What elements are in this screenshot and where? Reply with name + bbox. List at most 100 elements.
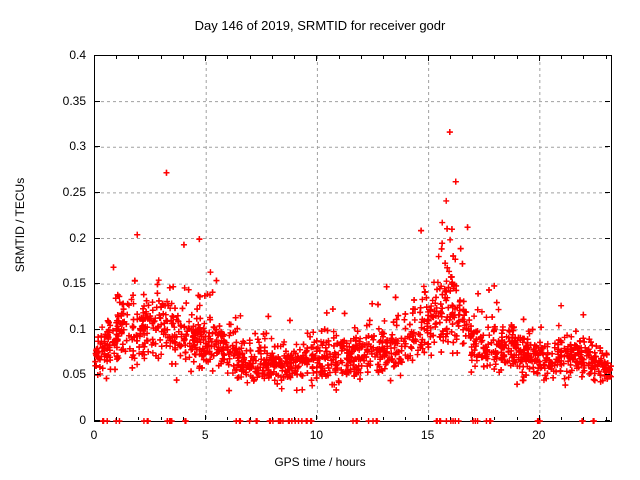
data-point — [307, 333, 314, 340]
data-point — [557, 348, 564, 355]
data-point — [182, 342, 189, 349]
x-tick-minor-top — [605, 56, 607, 59]
y-tick-major — [95, 374, 100, 376]
data-point — [199, 364, 205, 371]
data-point — [601, 359, 608, 366]
x-tick-major — [94, 415, 95, 420]
x-tick-minor-top — [138, 56, 140, 59]
data-point — [149, 307, 156, 314]
data-point — [397, 356, 404, 363]
data-point — [285, 366, 292, 373]
data-point — [201, 320, 208, 327]
data-point — [438, 349, 445, 356]
data-point — [493, 299, 500, 306]
data-point — [241, 340, 248, 347]
scatter-series-srmtid — [92, 129, 614, 424]
y-tick-major — [605, 100, 610, 102]
data-point — [128, 296, 135, 303]
y-tick-major — [605, 146, 610, 148]
data-point — [570, 347, 577, 354]
data-point — [534, 357, 541, 364]
data-point — [581, 362, 588, 369]
data-point — [338, 366, 345, 373]
data-point — [440, 337, 447, 344]
data-point — [449, 350, 456, 357]
data-point — [175, 318, 182, 325]
y-tick-major — [605, 55, 610, 56]
data-point — [585, 362, 592, 369]
data-point — [591, 377, 598, 384]
data-point — [209, 330, 216, 337]
data-point — [421, 325, 428, 332]
data-point — [427, 324, 434, 331]
data-point — [335, 379, 342, 386]
data-point — [96, 363, 103, 370]
y-tick-major — [95, 55, 100, 56]
data-point — [442, 333, 449, 340]
data-point — [130, 323, 137, 330]
data-point — [468, 352, 475, 359]
data-point — [358, 343, 365, 350]
data-point — [309, 382, 316, 389]
data-point — [204, 343, 211, 350]
data-point — [443, 197, 450, 204]
data-point — [590, 355, 597, 362]
data-point — [172, 305, 179, 312]
data-point — [549, 350, 556, 357]
data-point — [304, 370, 311, 376]
data-point — [113, 327, 120, 334]
data-point — [443, 278, 450, 285]
data-point — [380, 345, 387, 352]
data-point — [492, 361, 499, 368]
data-point — [314, 344, 321, 351]
data-point — [523, 344, 530, 351]
x-tick-label: 0 — [90, 428, 98, 442]
data-point — [433, 294, 440, 301]
data-point — [168, 418, 175, 424]
data-point — [457, 245, 464, 252]
data-point — [104, 346, 111, 353]
data-point — [186, 340, 193, 347]
x-tick-minor-top — [449, 56, 451, 59]
data-point — [445, 284, 452, 291]
data-point — [325, 365, 332, 372]
data-point — [201, 347, 208, 354]
data-point — [591, 366, 598, 373]
data-point — [286, 373, 293, 380]
data-point — [607, 366, 614, 373]
data-point — [103, 375, 110, 382]
data-point — [381, 317, 388, 324]
data-point — [230, 352, 237, 359]
data-point — [449, 302, 456, 309]
data-point — [573, 342, 580, 349]
data-point — [537, 339, 544, 346]
data-point — [499, 327, 506, 334]
data-point — [461, 318, 468, 325]
data-point — [366, 317, 373, 324]
data-point — [555, 322, 562, 329]
y-tick-label: 0.3 — [69, 139, 86, 154]
data-point — [580, 311, 587, 318]
data-point — [344, 367, 351, 374]
x-tick-minor — [449, 417, 451, 420]
data-point — [280, 341, 287, 348]
data-point — [235, 351, 242, 358]
x-tick-minor-top — [160, 56, 162, 59]
x-tick-major-top — [316, 56, 318, 61]
data-point — [491, 366, 498, 373]
data-point — [418, 324, 425, 331]
data-point — [544, 349, 551, 356]
data-point — [590, 418, 597, 424]
data-point — [230, 362, 237, 369]
data-point — [442, 287, 449, 294]
data-point — [178, 323, 185, 330]
data-point — [253, 369, 260, 376]
data-point — [134, 231, 141, 238]
data-point — [595, 368, 602, 375]
data-point — [437, 309, 444, 316]
data-point — [197, 339, 204, 346]
data-point — [439, 219, 446, 226]
data-point — [455, 418, 462, 424]
data-point — [442, 260, 449, 267]
data-point — [393, 316, 400, 323]
